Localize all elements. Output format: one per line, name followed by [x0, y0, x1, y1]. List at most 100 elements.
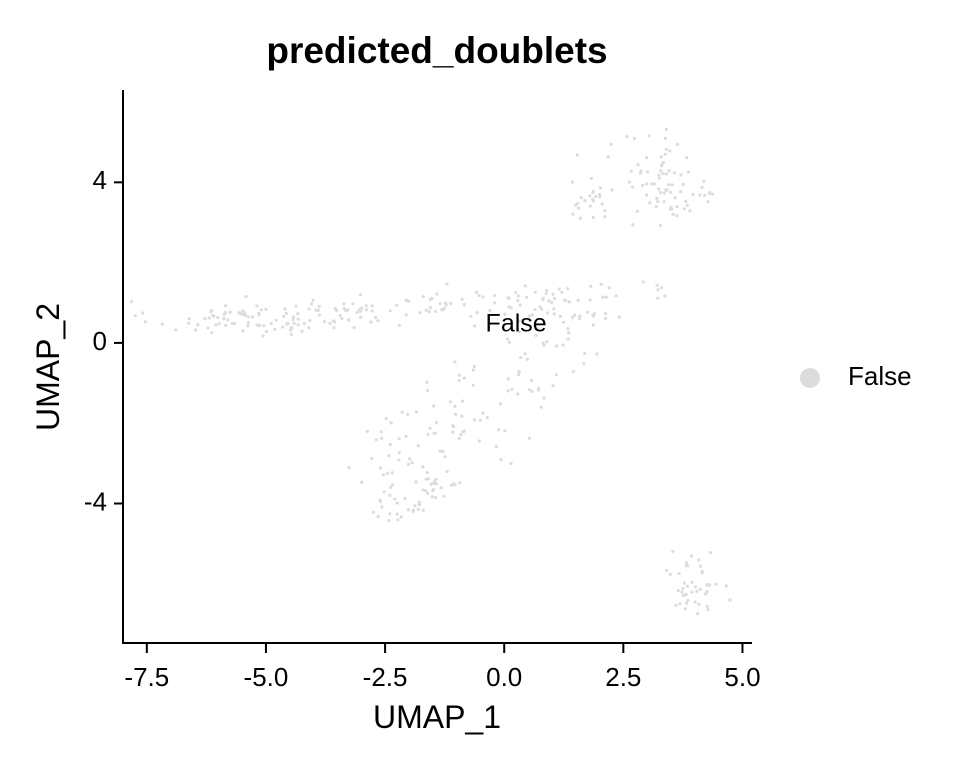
scatter-point: [439, 486, 443, 490]
scatter-point: [427, 310, 431, 314]
scatter-point: [697, 558, 701, 562]
scatter-point: [527, 388, 532, 392]
legend-marker: [800, 368, 820, 388]
scatter-point: [645, 170, 650, 174]
scatter-point: [352, 326, 356, 330]
scatter-point: [471, 368, 475, 372]
scatter-point: [292, 321, 296, 325]
scatter-point: [588, 204, 593, 208]
scatter-point: [445, 469, 449, 473]
scatter-point: [399, 515, 403, 519]
scatter-point: [672, 171, 677, 175]
scatter-point: [364, 304, 368, 308]
scatter-point: [376, 515, 380, 519]
scatter-point: [647, 134, 651, 138]
scatter-point: [416, 444, 420, 448]
scatter-point: [573, 313, 577, 317]
scatter-points: [130, 127, 732, 616]
scatter-point: [550, 301, 554, 305]
scatter-point: [552, 307, 556, 311]
scatter-point: [360, 306, 364, 310]
scatter-point: [410, 461, 414, 465]
scatter-point: [534, 333, 538, 337]
scatter-point: [462, 429, 466, 433]
scatter-point: [514, 290, 518, 294]
scatter-point: [656, 200, 660, 204]
scatter-point: [322, 320, 326, 324]
scatter-point: [533, 290, 537, 294]
scatter-point: [585, 310, 590, 314]
scatter-point: [390, 471, 394, 475]
scatter-point: [523, 284, 527, 288]
scatter-point: [517, 319, 521, 323]
scatter-point: [360, 480, 364, 484]
scatter-point: [570, 180, 575, 184]
scatter-point: [374, 315, 378, 319]
scatter-point: [614, 294, 618, 298]
scatter-point: [160, 322, 164, 326]
scatter-point: [530, 378, 534, 382]
scatter-point: [668, 190, 673, 194]
scatter-point: [481, 411, 485, 415]
scatter-point: [546, 311, 550, 315]
scatter-point: [411, 509, 415, 513]
scatter-point: [264, 329, 269, 334]
scatter-point: [566, 287, 570, 291]
scatter-point: [449, 301, 453, 305]
scatter-point: [239, 312, 243, 316]
scatter-point: [644, 155, 649, 160]
scatter-point: [369, 320, 373, 324]
scatter-point: [664, 127, 668, 131]
scatter-point: [636, 163, 640, 167]
scatter-point: [442, 494, 446, 498]
scatter-point: [601, 295, 605, 299]
scatter-point: [187, 321, 191, 325]
scatter-point: [281, 325, 285, 329]
scatter-point: [542, 343, 546, 347]
scatter-point: [707, 191, 712, 195]
x-tick-label: 2.5: [605, 662, 641, 692]
x-axis-title: UMAP_1: [373, 699, 501, 735]
scatter-point: [671, 549, 675, 553]
scatter-point: [395, 512, 399, 516]
scatter-point: [210, 309, 214, 313]
scatter-point: [663, 294, 667, 298]
scatter-point: [273, 327, 277, 331]
scatter-point: [552, 297, 557, 301]
scatter-point: [291, 315, 296, 319]
scatter-point: [659, 155, 663, 159]
scatter-point: [418, 311, 422, 315]
scatter-point: [693, 600, 697, 604]
scatter-point: [357, 308, 362, 312]
scatter-point: [668, 149, 672, 153]
scatter-point: [434, 420, 439, 425]
scatter-point: [376, 319, 380, 323]
scatter-point: [441, 449, 445, 454]
scatter-point: [342, 302, 346, 306]
scatter-point: [403, 496, 407, 500]
scatter-point: [678, 602, 682, 606]
scatter-point: [196, 323, 200, 327]
scatter-point: [459, 433, 463, 437]
scatter-point: [571, 369, 575, 374]
scatter-point: [530, 313, 535, 317]
scatter-point: [440, 308, 444, 312]
scatter-point: [706, 607, 710, 612]
scatter-point: [695, 589, 699, 594]
scatter-point: [428, 426, 432, 430]
scatter-point: [690, 590, 694, 594]
scatter-point: [724, 584, 728, 588]
scatter-point: [706, 200, 710, 204]
scatter-point: [471, 383, 475, 387]
scatter-point: [684, 601, 689, 605]
scatter-point: [617, 315, 622, 319]
scatter-point: [554, 373, 558, 377]
scatter-point: [460, 297, 464, 301]
scatter-point: [567, 300, 571, 304]
scatter-point: [547, 299, 551, 303]
scatter-point: [589, 284, 593, 288]
scatter-point: [340, 316, 344, 321]
scatter-point: [588, 298, 592, 302]
scatter-point: [473, 324, 477, 328]
scatter-point: [629, 169, 633, 173]
